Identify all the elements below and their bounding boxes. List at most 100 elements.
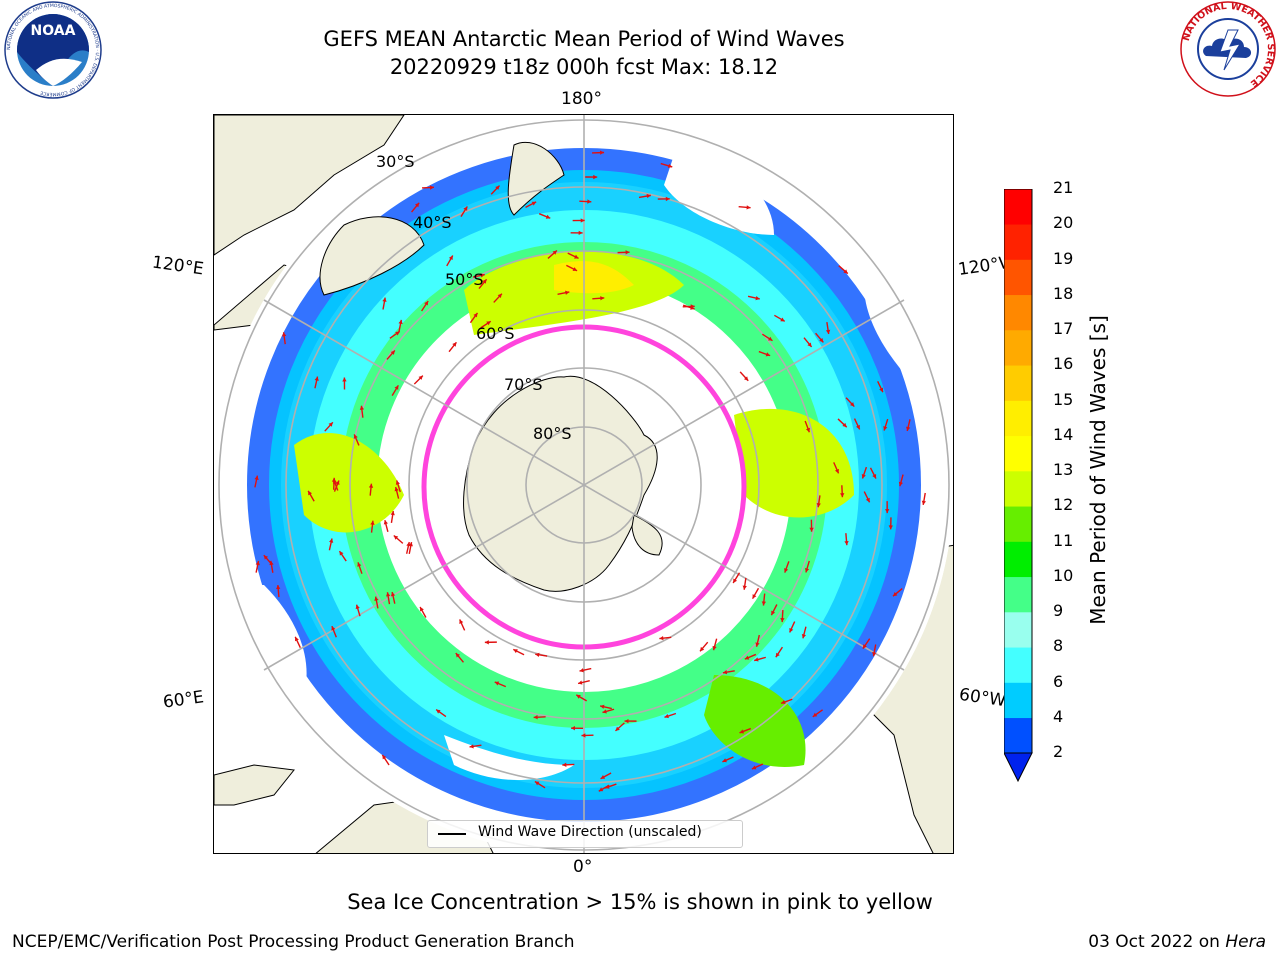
wave-arrow-head [804, 568, 810, 573]
wave-arrow-head [825, 329, 831, 334]
wave-arrow-head [452, 342, 457, 347]
wave-arrow-head [482, 279, 487, 284]
wave-arrow-head [255, 560, 260, 566]
colorbar-tick-label: 19 [1053, 248, 1074, 268]
wave-arrow-head [581, 733, 586, 738]
wave-arrow-head [752, 594, 757, 599]
noaa-logo: NOAA NATIONAL OCEANIC AND ATMOSPHERIC AD… [4, 1, 102, 99]
wave-arrow-head [393, 535, 399, 540]
colorbar-tick-label: 10 [1053, 565, 1074, 585]
legend-line-swatch [438, 833, 466, 835]
wave-arrow-head [328, 422, 333, 427]
wave-arrow-head [879, 387, 884, 393]
wave-arrow-head [667, 163, 673, 168]
wave-arrow-head [921, 500, 926, 505]
wave-arrow-head [534, 781, 540, 786]
wave-arrow-head [459, 619, 464, 624]
colorbar-cell [1004, 330, 1032, 366]
wave-arrow-head [331, 626, 336, 631]
wave-arrow-head [580, 218, 585, 223]
wave-arrow-head [872, 652, 877, 657]
wave-arrow-head [865, 497, 870, 503]
chart-title: GEFS MEAN Antarctic Mean Period of Wind … [323, 27, 845, 51]
colorbar-cell [1004, 541, 1032, 578]
colorbar-cell [1004, 612, 1032, 648]
svg-text:NOAA: NOAA [31, 23, 76, 39]
map-legend: Wind Wave Direction (unscaled) [427, 820, 743, 848]
wave-arrow-head [486, 321, 491, 326]
lat-label-50s: 50°S [445, 270, 484, 289]
wave-arrow-head [742, 585, 747, 590]
wave-arrow-head [862, 644, 867, 649]
wave-arrow-head [339, 551, 344, 556]
wave-arrow-head [574, 254, 579, 259]
colorbar-cell [1004, 506, 1032, 542]
wave-arrow-head [690, 305, 695, 310]
wave-arrow-head [263, 555, 269, 560]
wave-arrow-head [600, 150, 605, 155]
wave-arrow-head [390, 591, 396, 597]
wave-arrow-head [424, 300, 429, 306]
lon-label-60e: 60°E [161, 687, 206, 713]
wave-arrow-head [600, 774, 606, 779]
colorbar-tick-label: 6 [1053, 671, 1064, 691]
wave-arrow-head [789, 627, 794, 633]
colorbar-tick-label: 21 [1053, 178, 1074, 197]
footer-credit: NCEP/EMC/Verification Post Processing Pr… [12, 932, 575, 952]
colorbar-cell [1004, 224, 1032, 260]
wave-arrow-head [571, 726, 576, 731]
wave-arrow-head [497, 293, 502, 299]
wave-arrow-head [294, 636, 299, 642]
wave-arrow-head [659, 636, 664, 641]
wave-arrow-head [314, 376, 319, 381]
graticule [218, 115, 950, 853]
colorbar-cell [1004, 365, 1032, 401]
colorbar-cell [1004, 259, 1032, 296]
wave-arrow-head [436, 709, 441, 714]
wave-arrow-head [276, 585, 281, 590]
colorbar-tick-label: 20 [1053, 213, 1074, 233]
wave-arrow-head [602, 709, 607, 714]
lon-label-120e: 120°E [150, 252, 205, 280]
colorbar-tick-label: 2 [1053, 742, 1064, 761]
colorbar-tick-label: 16 [1053, 354, 1074, 374]
wave-arrow-head [843, 269, 848, 274]
wave-arrow-head [353, 434, 358, 439]
wave-arrow-head [883, 426, 888, 431]
wave-arrow-head [850, 402, 855, 407]
colorbar-cell [1004, 435, 1032, 472]
colorbar-cell [1004, 717, 1032, 754]
wave-arrow-head [562, 762, 567, 767]
footer-host: Hera [1225, 932, 1266, 952]
wave-arrow-head [254, 475, 259, 480]
polar-map [214, 115, 953, 853]
wave-arrow-head [533, 715, 538, 720]
lon-label-180: 180° [561, 89, 602, 109]
wave-arrow-head [385, 592, 391, 597]
wave-arrow-head [615, 726, 620, 731]
wave-arrow-head [625, 250, 630, 255]
colorbar-tick-label: 18 [1053, 283, 1074, 303]
wave-arrow-head [768, 336, 773, 341]
wave-arrow-head [395, 331, 400, 336]
colorbar-cell [1004, 647, 1032, 683]
colorbar-label: Mean Period of Wind Waves [s] [1086, 315, 1110, 625]
wave-arrow-head [576, 694, 581, 699]
wave-arrow-head [420, 607, 424, 612]
wave-arrow-head [535, 652, 540, 657]
wave-arrow-head [624, 718, 629, 724]
wave-arrow-head [712, 645, 717, 651]
wave-arrow-head [418, 375, 423, 380]
wave-arrow-head [578, 680, 583, 685]
wave-arrow-head [572, 267, 578, 271]
wave-arrow-head [755, 295, 760, 301]
wave-arrow-head [751, 765, 757, 770]
wave-arrow-head [739, 729, 745, 734]
wave-arrow-head [531, 201, 537, 206]
wave-arrow-head [840, 493, 845, 498]
wave-direction-arrows [254, 150, 926, 792]
wave-arrow-head [414, 202, 420, 208]
wave-arrow-head [600, 704, 605, 709]
colorbar-under-arrow [1004, 752, 1033, 783]
wave-arrow-head [593, 174, 598, 180]
